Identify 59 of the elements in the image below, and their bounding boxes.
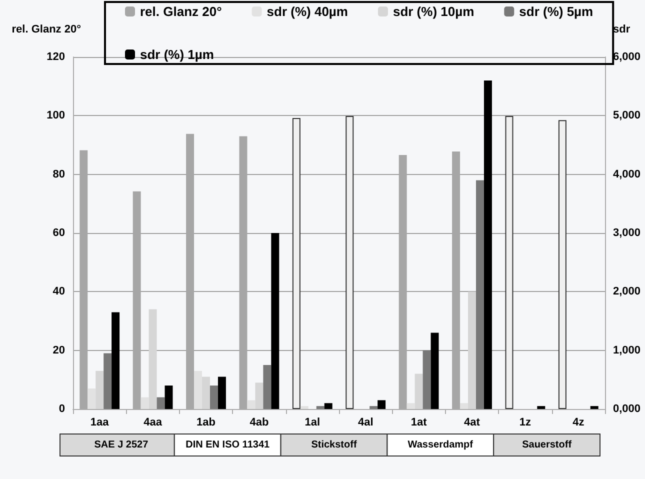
x-tick-label: 4aa <box>144 416 163 428</box>
legend-label: sdr (%) 10µm <box>392 4 474 19</box>
text: DIN EN ISO 11341 <box>186 440 270 450</box>
legend-label: rel. Glanz 20° <box>140 4 222 19</box>
bar <box>292 118 300 409</box>
bar <box>218 376 226 409</box>
x-tick-label: 1ab <box>196 416 216 428</box>
bar <box>378 400 386 409</box>
text: Stickstoff <box>311 440 358 450</box>
bar <box>112 312 120 409</box>
bar <box>558 120 566 409</box>
bar <box>590 406 598 409</box>
bar <box>346 116 354 409</box>
legend-label: sdr (%) 1µm <box>140 47 214 62</box>
bar <box>537 406 546 409</box>
y-tick-label: 60 <box>52 227 65 239</box>
y2-tick-label: 6,000 <box>613 51 641 63</box>
bar <box>271 233 280 409</box>
legend-label: sdr (%) 5µm <box>519 4 594 19</box>
y2-tick-label: 0,000 <box>613 403 641 415</box>
x-tick-label: 1z <box>519 416 532 428</box>
bar <box>430 332 439 409</box>
y2-tick-label: 3,000 <box>613 227 641 239</box>
bar <box>263 365 272 409</box>
bar <box>316 406 324 409</box>
bar <box>300 406 308 409</box>
bar <box>324 403 332 409</box>
bar <box>164 386 173 409</box>
y-tick-label: 40 <box>52 286 65 298</box>
y-tick-label: 20 <box>52 344 65 356</box>
x-tick-label: 4al <box>358 416 374 428</box>
y-tick-label: 120 <box>46 51 65 63</box>
bar <box>210 386 218 409</box>
x-tick-label: 4at <box>464 416 480 428</box>
y2-tick-label: 1,000 <box>613 344 641 356</box>
bar <box>505 116 514 409</box>
x-tick-label: 4z <box>572 416 585 428</box>
x-tick-label: 1aa <box>90 416 110 428</box>
y2-tick-label: 4,000 <box>613 168 641 180</box>
x-tick-label: 1al <box>304 416 320 428</box>
text: SAE J 2527 <box>94 440 149 450</box>
bar <box>484 80 492 409</box>
y2-tick-label: 2,000 <box>613 286 641 298</box>
y2-tick-label: 5,000 <box>613 110 641 122</box>
y2-axis-title: sdr <box>613 24 631 36</box>
y-tick-label: 100 <box>46 110 65 122</box>
y-tick-label: 80 <box>52 168 65 180</box>
bar <box>104 353 112 409</box>
bar <box>156 397 165 409</box>
x-tick-label: 4ab <box>250 416 269 428</box>
x-tick-label: 1at <box>410 416 428 428</box>
bar <box>370 406 378 409</box>
bar <box>476 180 484 409</box>
bar <box>422 350 431 409</box>
legend-label: sdr (%) 40µm <box>266 4 348 19</box>
y-tick-label: 0 <box>58 403 65 415</box>
text: Sauerstoff <box>522 440 572 450</box>
y-axis-title: rel. Glanz 20° <box>12 24 81 36</box>
text: Wasserdampf <box>408 440 474 450</box>
